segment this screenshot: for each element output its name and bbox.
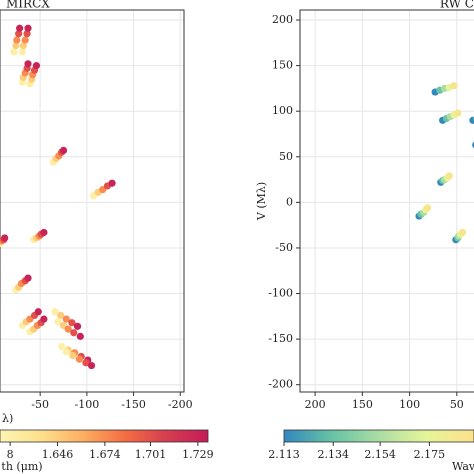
y-tick-label: 200 (272, 13, 293, 26)
chart-title: RW C (440, 0, 474, 11)
uv-point (75, 355, 83, 363)
y-tick-label: -100 (268, 287, 293, 300)
uv-point (24, 274, 32, 282)
y-tick-label: 0 (286, 195, 293, 208)
uv-point (16, 24, 24, 32)
colorbar-tick-label: 2.134 (318, 448, 350, 461)
uv-point (15, 30, 23, 38)
uv-point (73, 322, 82, 330)
panel: 200 150 100 50 200 150 100 50 0 -50 -100 -150 -200 RW… (255, 0, 474, 473)
uv-point (458, 228, 467, 237)
uv-point (40, 315, 48, 323)
plot-frame (0, 9, 185, 393)
uv-point (64, 325, 72, 333)
uv-points (415, 82, 474, 244)
uv-point (69, 351, 77, 360)
uv-point (58, 342, 66, 351)
uv-point (445, 172, 453, 180)
x-tick-label: 50 (450, 398, 464, 411)
uv-point (19, 41, 27, 50)
y-tick-label: 100 (272, 104, 293, 117)
colorbar-tick-label: 2.154 (364, 448, 396, 461)
colorbar-tick-label: 1.729 (182, 448, 214, 461)
uv-point (70, 329, 78, 337)
colorbar-tick-label: 2.113 (268, 448, 300, 461)
x-tick-label: 200 (305, 398, 326, 411)
y-tick-label: -50 (275, 241, 293, 254)
uv-point (450, 82, 458, 90)
colorbar-tick-label: 1.674 (89, 448, 121, 461)
plot-frame (299, 9, 474, 393)
uv-point (18, 48, 27, 56)
x-tick-label: -100 (75, 398, 100, 411)
x-tick-label: -150 (121, 398, 146, 411)
uv-point (23, 30, 31, 38)
colorbar-label: th (μm) (1, 460, 42, 473)
x-tick-label: -50 (31, 398, 49, 411)
colorbar (283, 429, 474, 443)
uv-point (87, 361, 96, 370)
uv-point (76, 332, 84, 340)
uv-point (469, 116, 474, 124)
uv-point (32, 62, 41, 70)
uv-points (0, 24, 116, 370)
uv-point (59, 146, 68, 155)
uv-point (24, 60, 32, 68)
uv-point (10, 48, 18, 56)
uv-point (40, 228, 48, 237)
uv-point (68, 319, 76, 327)
y-tick-label: 150 (272, 59, 293, 72)
uv-point (34, 308, 42, 316)
uv-point (454, 109, 462, 117)
uv-point (51, 308, 59, 316)
y-tick-label: -200 (268, 378, 293, 391)
uv-point (24, 24, 32, 32)
y-tick-label: -150 (268, 332, 293, 345)
panel: -50 -100 -150 -200 MIRCX λ) 8 1.646 1.674 1.701 1.… (0, 0, 214, 473)
colorbar-label: Wav (452, 460, 474, 473)
colorbar-tick-label: 8 (7, 448, 14, 461)
colorbar-tick-label: 1.646 (42, 448, 74, 461)
uv-point (62, 348, 70, 356)
uv-point (13, 36, 21, 44)
uv-point (54, 318, 62, 326)
uv-point (21, 36, 29, 44)
y-tick-label: 50 (279, 150, 293, 163)
x-tick-label: 100 (399, 398, 420, 411)
y-axis-label: V (Mλ) (255, 182, 268, 221)
colorbar-tick-label: 1.701 (135, 448, 167, 461)
uv-point (423, 204, 432, 212)
uv-point (1, 234, 9, 242)
chart-title: MIRCX (6, 0, 50, 11)
uv-point (82, 359, 90, 367)
uv-point (57, 311, 65, 320)
colorbar-tick-label: 2.175 (414, 448, 446, 461)
x-tick-label: 150 (352, 398, 373, 411)
colorbar (0, 429, 209, 443)
x-axis-label: λ) (2, 412, 13, 425)
uv-point (108, 179, 116, 187)
x-tick-label: -200 (168, 398, 193, 411)
uv-point (62, 315, 70, 323)
uv-point (12, 41, 20, 50)
